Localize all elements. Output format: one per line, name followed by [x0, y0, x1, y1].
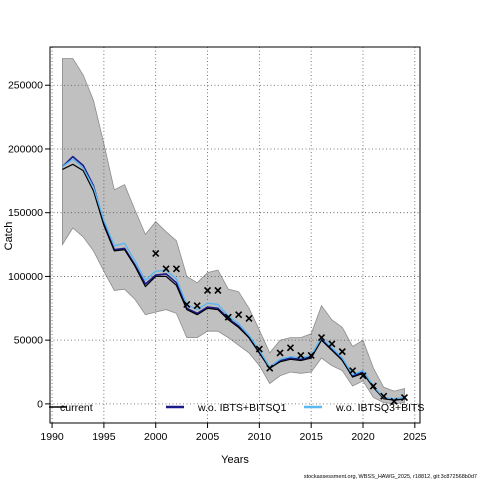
footer-text: stockassessment.org, WBSS_HAWG_2025, r18…	[304, 474, 477, 480]
observed-point	[380, 392, 388, 400]
series-lines	[61, 155, 405, 401]
observed-point	[193, 302, 201, 310]
x-tick-label: 2010	[248, 431, 272, 443]
x-tick-label: 2005	[196, 431, 220, 443]
y-tick-label: 250000	[8, 80, 43, 92]
legend: current w.o. IBTS+BITSQ1 w.o. IBTSQ3+BITS	[49, 402, 424, 414]
x-tick-label: 2000	[144, 431, 168, 443]
observed-point	[338, 348, 346, 356]
y-tick-label: 200000	[8, 143, 43, 155]
observed-point	[400, 393, 409, 402]
observed-point	[235, 311, 243, 319]
observed-point	[317, 334, 326, 342]
confidence-band-area	[62, 58, 405, 405]
observed-point	[203, 286, 212, 295]
observed-point	[307, 351, 315, 360]
observed-point	[369, 382, 377, 390]
x-tick-label: 1990	[40, 431, 64, 443]
observed-point	[152, 249, 160, 258]
observed-point	[276, 349, 284, 357]
observed-point	[245, 314, 253, 323]
y-tick-label: 0	[37, 398, 43, 410]
observed-points	[152, 249, 409, 405]
observed-point	[390, 397, 398, 405]
y-tick-label: 100000	[8, 271, 43, 283]
plot-frame	[49, 46, 421, 424]
axes: 1990 1995 2000 2005 2010 2015 2020 2025 0 50000 10…	[8, 46, 427, 443]
y-axis-title: Catch	[3, 222, 15, 251]
observed-point	[255, 345, 263, 353]
legend-label-0: current	[60, 402, 93, 414]
legend-label-2: w.o. IBTSQ3+BITS	[335, 402, 424, 414]
y-tick-label: 50000	[14, 335, 43, 347]
observed-point	[266, 364, 274, 372]
grid	[50, 47, 420, 423]
observed-point	[214, 286, 222, 295]
observed-point	[172, 265, 181, 273]
y-tick-label: 150000	[8, 207, 43, 219]
observed-point	[286, 344, 295, 352]
observed-point	[349, 367, 357, 375]
observed-point	[183, 300, 191, 309]
series-line-2	[61, 158, 405, 400]
observed-point	[162, 265, 170, 273]
x-tick-label: 2020	[351, 431, 375, 443]
x-tick-label: 2015	[299, 431, 323, 443]
observed-point	[297, 351, 305, 360]
observed-point	[224, 313, 232, 321]
x-axis-title: Years	[221, 454, 249, 466]
legend-label-1: w.o. IBTS+BITSQ1	[197, 402, 287, 414]
observed-point	[359, 372, 367, 380]
series-line-0	[62, 163, 405, 401]
observed-point	[328, 340, 336, 348]
x-tick-label: 1995	[92, 431, 116, 443]
confidence-band	[62, 58, 405, 405]
x-tick-label: 2025	[403, 431, 427, 443]
